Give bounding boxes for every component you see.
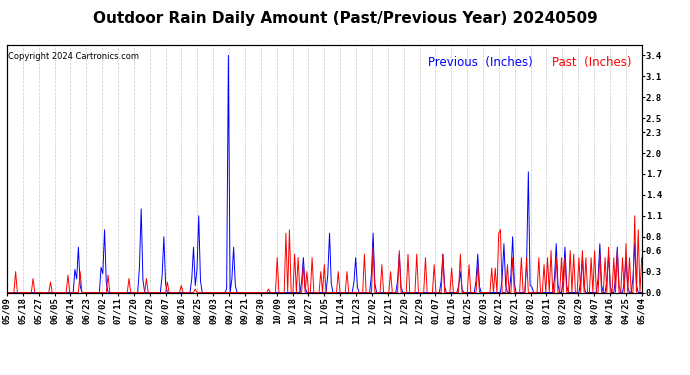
Text: Outdoor Rain Daily Amount (Past/Previous Year) 20240509: Outdoor Rain Daily Amount (Past/Previous… (92, 11, 598, 26)
Legend: Previous  (Inches), Past  (Inches): Previous (Inches), Past (Inches) (408, 51, 635, 74)
Text: Copyright 2024 Cartronics.com: Copyright 2024 Cartronics.com (8, 53, 139, 62)
